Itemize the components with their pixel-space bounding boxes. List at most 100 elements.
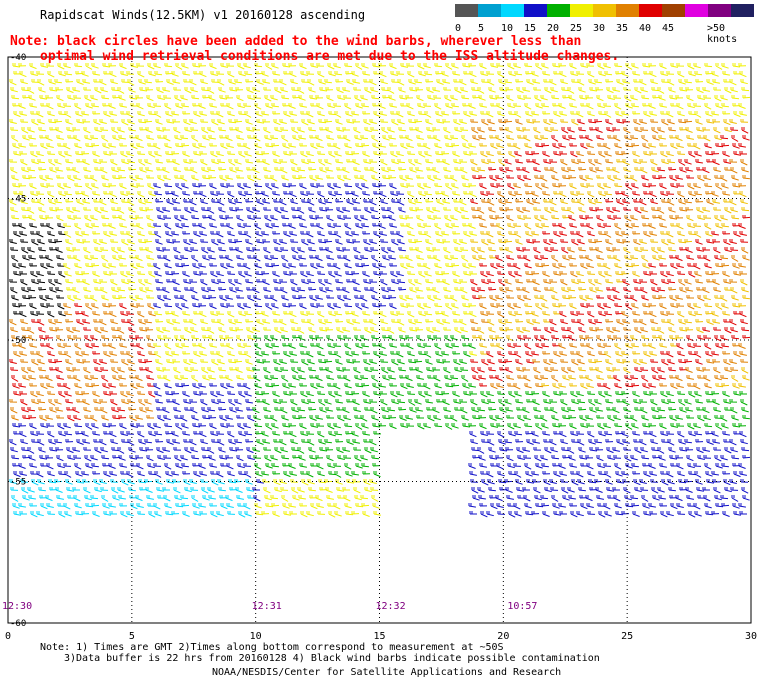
wind-barb bbox=[550, 207, 558, 213]
wind-barb bbox=[685, 167, 693, 172]
wind-barb bbox=[244, 271, 252, 277]
wind-barb bbox=[722, 191, 730, 196]
wind-barb bbox=[551, 295, 559, 301]
wind-barb bbox=[648, 383, 656, 388]
wind-barb bbox=[371, 415, 379, 421]
wind-barb bbox=[388, 215, 396, 221]
wind-barb bbox=[559, 351, 567, 356]
wind-barb bbox=[126, 311, 135, 315]
wind-barb bbox=[472, 295, 480, 300]
wind-barb bbox=[658, 415, 667, 419]
wind-barb bbox=[57, 343, 65, 349]
wind-barb bbox=[400, 303, 408, 308]
wind-barb bbox=[632, 351, 641, 355]
wind-barb bbox=[108, 143, 116, 148]
wind-barb bbox=[64, 311, 73, 316]
wind-barb bbox=[198, 103, 206, 109]
wind-barb bbox=[670, 143, 678, 150]
wind-barb bbox=[733, 151, 741, 156]
wind-barb bbox=[207, 327, 215, 334]
wind-barb bbox=[513, 503, 521, 510]
wind-barb bbox=[616, 119, 624, 124]
wind-barb bbox=[184, 207, 192, 214]
wind-barb bbox=[280, 127, 289, 131]
wind-barb bbox=[282, 63, 290, 68]
wind-barb bbox=[112, 255, 120, 261]
wind-barb bbox=[247, 215, 255, 220]
wind-barb bbox=[675, 455, 684, 459]
wind-barb bbox=[524, 383, 532, 389]
wind-barb bbox=[209, 143, 218, 147]
wind-barb bbox=[729, 159, 738, 163]
wind-barb bbox=[67, 295, 75, 302]
wind-barb bbox=[171, 511, 180, 515]
wind-barb bbox=[625, 303, 633, 310]
wind-barb bbox=[639, 479, 647, 484]
wind-barb bbox=[20, 199, 28, 205]
wind-barb bbox=[274, 127, 282, 133]
wind-barb bbox=[684, 279, 692, 285]
wind-barb bbox=[156, 247, 164, 252]
wind-barb bbox=[355, 383, 364, 388]
wind-barb bbox=[20, 279, 28, 286]
wind-barb bbox=[388, 335, 396, 341]
wind-barb bbox=[306, 151, 314, 157]
wind-barb bbox=[607, 375, 616, 379]
wind-barb bbox=[462, 183, 470, 188]
wind-barb bbox=[91, 463, 99, 468]
wind-barb bbox=[490, 503, 498, 510]
wind-barb bbox=[541, 183, 549, 189]
wind-barb bbox=[471, 487, 479, 494]
wind-barb bbox=[316, 103, 324, 110]
wind-barb bbox=[146, 375, 154, 380]
wind-barb bbox=[417, 143, 426, 147]
wind-barb bbox=[280, 367, 289, 371]
wind-barb bbox=[37, 359, 45, 365]
wind-barb bbox=[343, 455, 352, 459]
wind-barb bbox=[353, 87, 362, 91]
wind-barb bbox=[72, 287, 80, 294]
wind-barb bbox=[38, 367, 46, 372]
wind-barb bbox=[182, 151, 190, 157]
wind-barb bbox=[587, 271, 596, 275]
wind-barb bbox=[126, 431, 135, 435]
wind-barb bbox=[226, 303, 235, 307]
wind-barb bbox=[562, 495, 570, 501]
wind-barb bbox=[361, 103, 369, 108]
wind-barb bbox=[192, 503, 200, 509]
wind-barb bbox=[486, 431, 495, 435]
wind-barb bbox=[579, 175, 587, 181]
wind-barb bbox=[659, 383, 668, 387]
wind-barb bbox=[228, 319, 236, 325]
wind-barb bbox=[261, 391, 270, 395]
wind-barb bbox=[273, 399, 281, 404]
wind-barb bbox=[227, 471, 235, 477]
wind-barb bbox=[139, 447, 147, 452]
wind-barb bbox=[301, 359, 309, 366]
wind-barb bbox=[481, 359, 489, 366]
wind-barb bbox=[675, 335, 684, 339]
wind-barb bbox=[631, 503, 640, 507]
wind-barb bbox=[469, 471, 477, 476]
wind-barb bbox=[414, 239, 423, 243]
wind-barb bbox=[704, 223, 712, 230]
wind-barb bbox=[577, 199, 585, 206]
wind-barb bbox=[733, 471, 741, 478]
wind-barb bbox=[138, 399, 146, 406]
wind-barb bbox=[523, 95, 532, 99]
wind-barb bbox=[353, 327, 362, 331]
wind-barb bbox=[157, 175, 165, 182]
wind-barb bbox=[542, 511, 550, 517]
wind-barb bbox=[325, 247, 333, 253]
wind-barb bbox=[247, 175, 255, 182]
wind-barb bbox=[84, 495, 92, 501]
wind-barb bbox=[369, 279, 378, 283]
wind-barb bbox=[245, 439, 254, 443]
wind-barb bbox=[111, 167, 119, 173]
wind-barb bbox=[450, 415, 458, 422]
wind-barb bbox=[606, 87, 614, 94]
wind-barb bbox=[587, 431, 595, 438]
wind-barb bbox=[207, 247, 215, 253]
wind-barb bbox=[102, 423, 110, 428]
wind-barb bbox=[720, 135, 729, 140]
